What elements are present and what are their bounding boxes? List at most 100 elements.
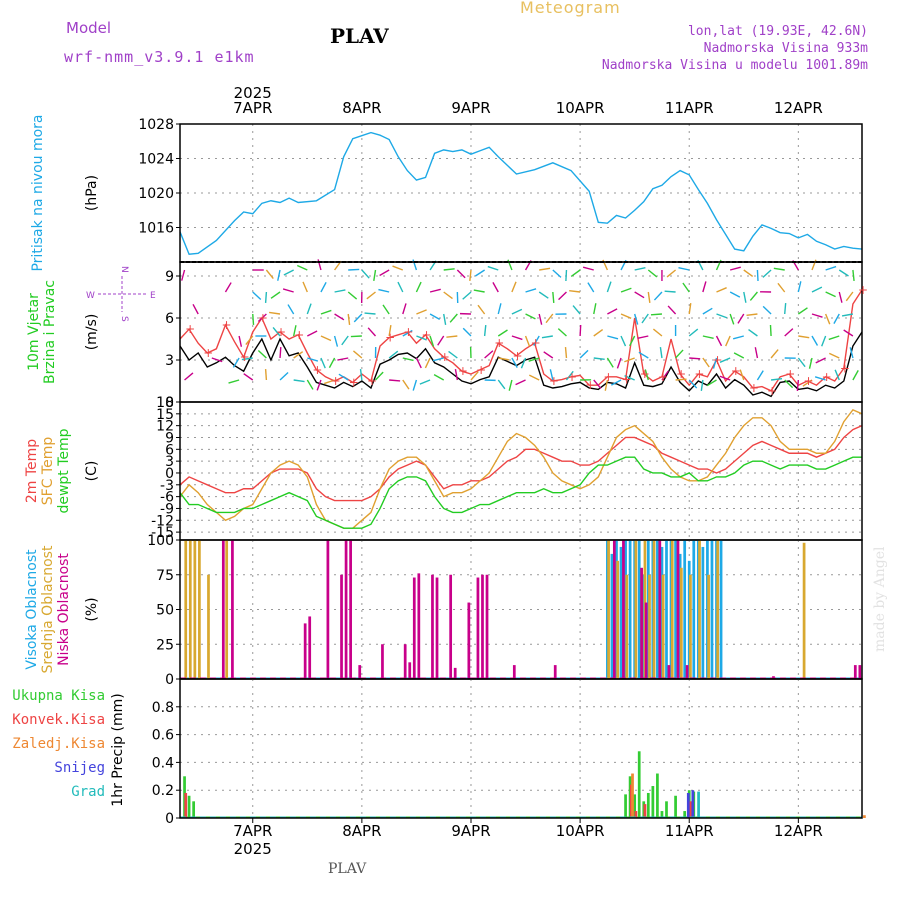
bar-clouds	[656, 540, 659, 679]
y-tick-label: 0.8	[152, 700, 174, 716]
station-title: PLAV	[330, 24, 389, 48]
gust-marker: +	[203, 346, 213, 360]
gust-marker: +	[640, 367, 650, 381]
wind-barb	[366, 291, 376, 300]
y-tick-label: 1028	[138, 117, 174, 133]
wind-barb	[202, 265, 212, 270]
bar-precip	[633, 794, 637, 818]
wind-barb	[762, 305, 772, 315]
wind-barb	[497, 329, 508, 337]
bar-clouds	[622, 540, 625, 679]
wind-barb	[181, 269, 186, 281]
wind-barb	[337, 357, 349, 361]
panel-label-wind: 10m Vjetar	[26, 293, 42, 371]
wind-barb	[470, 371, 479, 381]
gust-marker: +	[422, 328, 432, 342]
wind-barb	[808, 357, 813, 369]
wind-barb	[773, 267, 785, 271]
bar-clouds	[616, 560, 620, 679]
wind-barb	[582, 266, 594, 271]
wind-barb	[212, 332, 222, 336]
bar-precip	[192, 801, 196, 818]
series-line-temperature	[179, 456, 862, 529]
model-label: Model	[66, 19, 112, 37]
wind-barb	[811, 313, 823, 318]
x-tick-label-bottom: 8APR	[342, 822, 381, 840]
panel-pressure	[176, 123, 863, 263]
wind-barb	[729, 291, 741, 298]
gust-marker: +	[331, 374, 341, 388]
wind-barb	[733, 352, 745, 359]
x-tick-label-bottom: 10APR	[556, 822, 605, 840]
wind-barb	[557, 328, 567, 337]
gust-marker: +	[240, 350, 250, 364]
panel-label-clouds: Niska Oblacnost	[56, 553, 72, 666]
y-tick-label: 9	[165, 430, 174, 446]
gust-marker: +	[294, 328, 304, 342]
wind-barb	[375, 371, 384, 381]
y-tick-label: -15	[151, 525, 174, 541]
wind-barb	[306, 379, 314, 390]
gust-marker: +	[458, 364, 468, 378]
wind-barb	[269, 311, 281, 315]
wind-barb	[543, 351, 554, 359]
wind-barb	[389, 379, 401, 382]
bar-clouds	[658, 540, 662, 679]
wind-barb	[429, 313, 441, 320]
wind-barb	[188, 270, 198, 274]
wind-barb	[211, 357, 223, 363]
bar-clouds	[225, 540, 229, 679]
bar-clouds	[207, 574, 210, 679]
series-line-temperature	[179, 409, 863, 529]
wind-barb	[558, 291, 567, 301]
panel-label-temperature: 2m Temp	[24, 439, 40, 503]
x-tick-label-top: 9APR	[451, 99, 490, 117]
gust-marker: +	[440, 350, 450, 364]
wind-barb	[700, 379, 704, 391]
wind-barb	[511, 357, 518, 368]
gust-marker: +	[221, 318, 231, 332]
wind-barb	[569, 289, 581, 293]
gust-marker: +	[658, 370, 668, 384]
wind-barb	[610, 379, 622, 386]
wind-barb	[198, 325, 201, 336]
y-tick-label: 15	[156, 407, 174, 423]
wind-barb	[821, 335, 827, 347]
bar-clouds	[303, 623, 307, 679]
wind-barb	[719, 357, 731, 363]
wind-barb	[653, 291, 663, 301]
wind-barb	[841, 313, 854, 317]
bar-clouds	[667, 665, 671, 679]
bar-precip	[691, 790, 695, 818]
gust-marker: +	[785, 367, 795, 381]
wind-barb	[743, 291, 747, 303]
bar-clouds	[358, 665, 362, 679]
y-tick-label: 0.6	[152, 728, 174, 744]
bar-clouds	[349, 540, 352, 679]
wind-barb	[277, 269, 281, 281]
wind-barb	[811, 286, 823, 293]
wind-barb	[756, 370, 764, 381]
wind-barb	[552, 291, 555, 304]
wind-barb	[306, 330, 318, 337]
y-tick-label: 0	[165, 395, 174, 411]
bar-clouds	[412, 577, 416, 679]
wind-barb	[373, 269, 377, 281]
y-tick-label: 0.2	[152, 783, 174, 799]
wind-barb	[539, 267, 551, 271]
wind-barb	[702, 307, 713, 315]
wind-barb	[565, 269, 568, 282]
bar-clouds	[637, 540, 641, 679]
bar-precip	[660, 811, 664, 818]
panel-unit-temperature: (C)	[84, 461, 100, 482]
wind-barb	[838, 291, 843, 303]
bar-precip	[683, 811, 687, 818]
y-tick-label: -9	[160, 501, 174, 517]
wind-barb	[188, 288, 198, 292]
wind-barb	[629, 335, 636, 347]
wind-barb	[533, 335, 540, 346]
bar-clouds	[431, 574, 434, 679]
wind-barb	[688, 328, 699, 337]
wind-barb	[732, 335, 744, 340]
bar-clouds	[634, 540, 638, 679]
